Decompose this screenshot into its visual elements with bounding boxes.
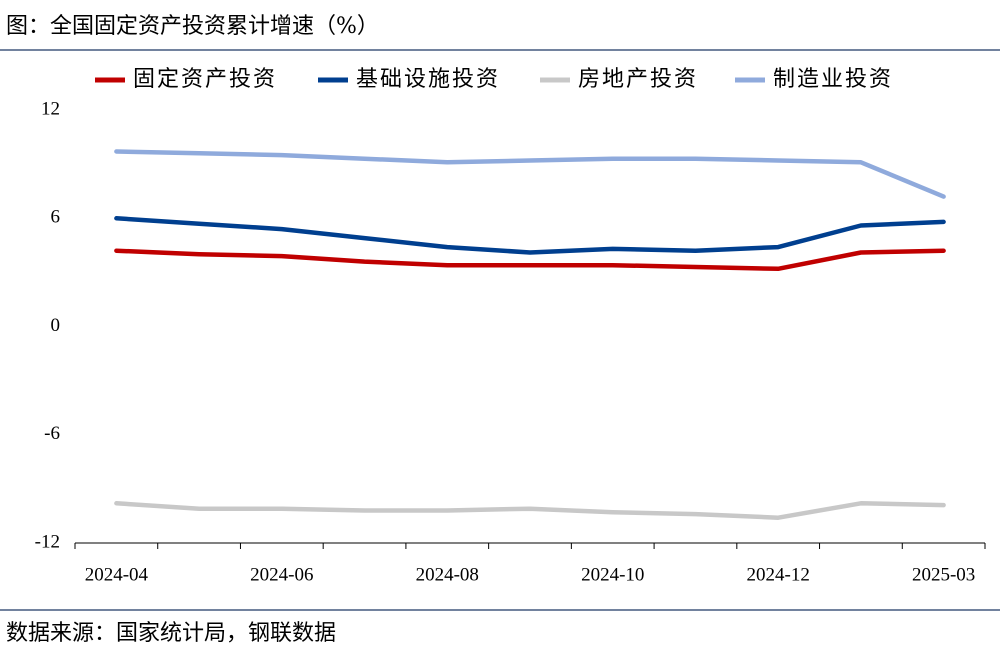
x-tick-label: 2025-03 [912, 564, 975, 585]
legend-label: 制造业投资 [773, 67, 893, 92]
y-tick-label: -6 [44, 423, 60, 444]
chart-title: 图：全国固定资产投资累计增速（%） [6, 14, 379, 39]
x-tick-label: 2024-04 [85, 564, 149, 585]
series-line [114, 216, 946, 255]
x-tick-label: 2024-06 [250, 564, 313, 585]
series-line [114, 248, 946, 272]
legend-label: 固定资产投资 [133, 67, 277, 92]
y-tick-label: 12 [41, 98, 60, 119]
series-line [114, 149, 946, 199]
source-note: 数据来源：国家统计局，钢联数据 [6, 621, 336, 646]
legend-label: 基础设施投资 [356, 67, 500, 92]
x-tick-label: 2024-08 [416, 564, 479, 585]
x-tick-label: 2024-12 [747, 564, 810, 585]
y-tick-label: 6 [51, 207, 61, 228]
y-tick-label: 0 [51, 315, 61, 336]
y-tick-label: -12 [35, 531, 60, 552]
series-line [114, 501, 946, 520]
x-tick-label: 2024-10 [581, 564, 644, 585]
legend-label: 房地产投资 [578, 67, 698, 92]
